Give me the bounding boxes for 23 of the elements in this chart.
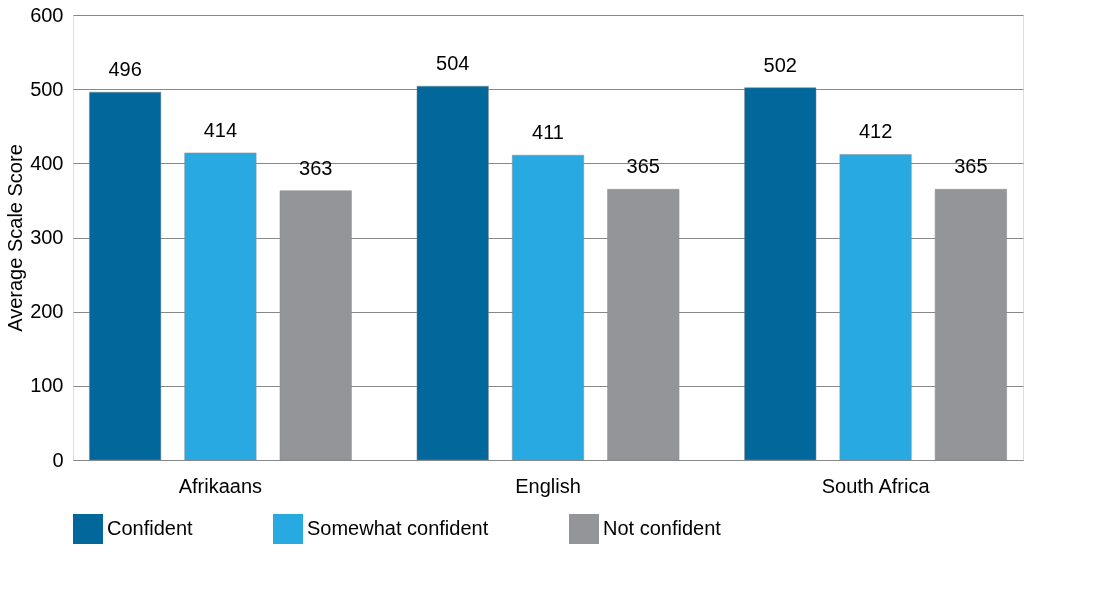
legend-label: Confident (107, 517, 194, 539)
data-label: 411 (532, 121, 564, 144)
data-label: 365 (954, 155, 988, 178)
data-label: 502 (763, 53, 797, 76)
data-label: 504 (436, 52, 470, 75)
y-tick-label: 300 (30, 226, 64, 248)
data-label: 363 (299, 156, 333, 179)
legend-label: Not confident (603, 517, 722, 539)
x-tick-label: English (515, 474, 581, 497)
y-tick-label: 600 (30, 3, 64, 26)
data-label: 496 (108, 58, 142, 81)
x-tick-label: Afrikaans (178, 474, 263, 497)
y-tick-label: 400 (30, 151, 64, 174)
y-tick-label: 200 (30, 300, 64, 323)
data-label: 412 (858, 120, 893, 143)
legend-label: Somewhat confident (307, 517, 489, 539)
y-axis-title: Average Scale Score (4, 144, 27, 332)
y-tick-label: 500 (30, 77, 64, 100)
y-tick-label: 0 (52, 448, 64, 471)
data-label: 365 (626, 155, 660, 178)
x-tick-label: South Africa (821, 474, 931, 497)
y-tick-label: 100 (30, 374, 64, 397)
data-label: 414 (203, 118, 238, 141)
